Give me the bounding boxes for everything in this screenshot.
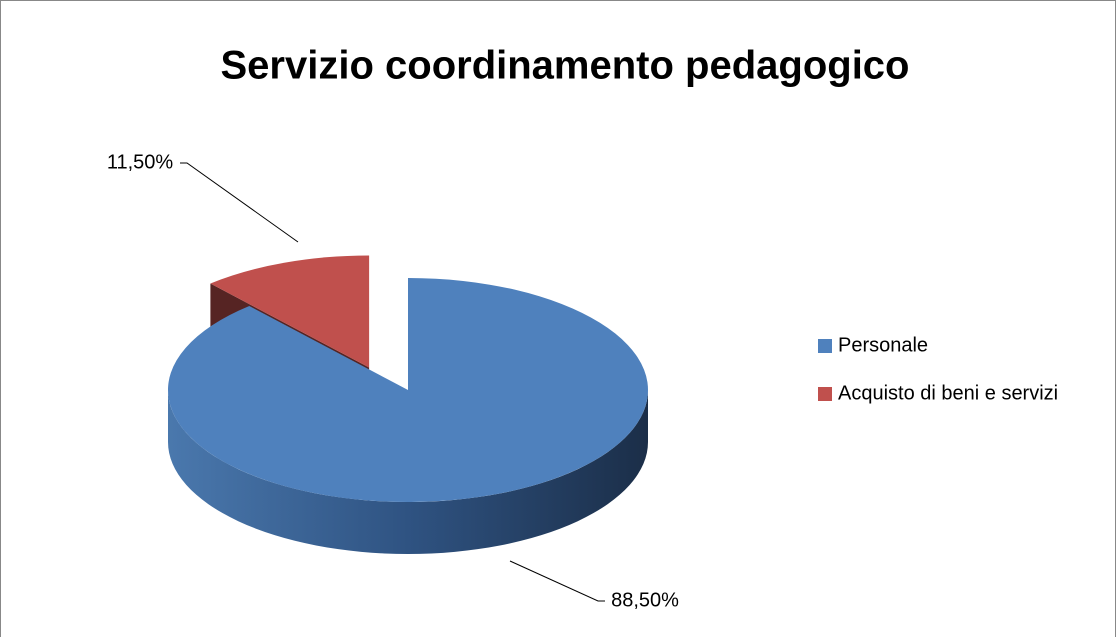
pie: 88,50% 11,50%: [107, 151, 679, 611]
leader-line: [180, 162, 299, 243]
leader-line: [509, 560, 605, 602]
legend-swatch: [818, 387, 832, 401]
data-label: 88,50%: [611, 589, 679, 611]
data-label: 11,50%: [107, 151, 174, 173]
chart-title: Servizio coordinamento pedagogico: [221, 44, 910, 88]
legend-swatch: [818, 339, 832, 353]
legend-label: Acquisto di beni e servizi: [838, 382, 1058, 404]
slice-side: [168, 390, 648, 554]
legend-label: Personale: [838, 334, 928, 356]
slice: [210, 255, 370, 368]
slice: [167, 278, 648, 502]
legend: Personale Acquisto di beni e servizi: [818, 334, 1058, 404]
